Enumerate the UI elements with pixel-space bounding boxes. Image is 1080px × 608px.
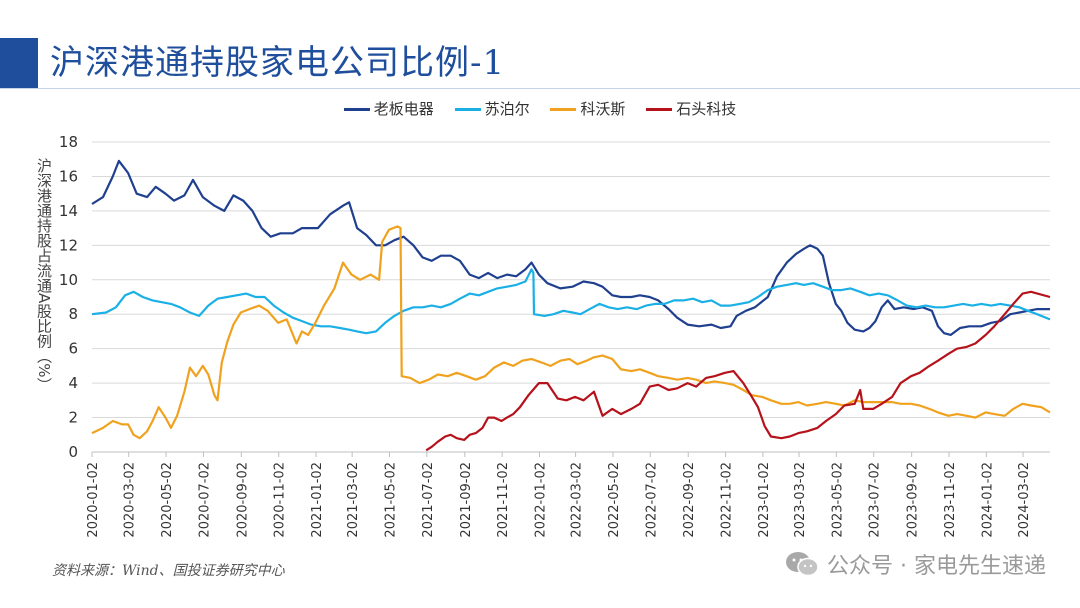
x-tick-label: 2022-03-02	[570, 462, 585, 538]
x-tick-label: 2024-01-02	[980, 462, 995, 538]
page-title: 沪深港通持股家电公司比例-1	[50, 43, 506, 83]
legend-label-laoban: 老板电器	[373, 100, 434, 118]
title-accent-bar	[0, 38, 38, 88]
x-tick-label: 2023-07-02	[868, 462, 883, 538]
y-tick-label: 14	[59, 202, 78, 220]
grid-lines	[92, 141, 1050, 419]
legend-swatch-roborock	[646, 108, 673, 111]
y-axis-label: 沪深港通持股占流通A股比例（%）	[35, 158, 53, 393]
series-line-supor	[91, 268, 1051, 335]
y-tick-label: 10	[59, 271, 78, 289]
x-tick-label: 2020-05-02	[160, 462, 175, 538]
chart-legend: 老板电器 苏泊尔 科沃斯 石头科技	[0, 98, 1080, 119]
legend-item-ecovacs: 科沃斯	[550, 98, 625, 119]
x-tick-labels: 2020-01-02 2020-03-02 2020-05-02 2020-07-02…	[86, 452, 1032, 538]
watermark-text: 公众号 · 家电先生速递	[827, 554, 1046, 579]
y-tick-label: 12	[59, 236, 78, 254]
x-tick-label: 2023-09-02	[906, 462, 921, 538]
legend-label-supor: 苏泊尔	[484, 100, 530, 118]
series-lines	[91, 159, 1051, 452]
x-tick-label: 2023-11-02	[943, 462, 958, 538]
x-tick-label: 2022-01-02	[533, 462, 548, 538]
series-line-ecovacs	[91, 225, 1051, 440]
x-tick-label: 2022-11-02	[720, 462, 735, 538]
x-tick-label: 2022-09-02	[682, 462, 697, 538]
y-tick-labels: 0 2 4 6 8 10 12 14 16 18	[59, 133, 78, 461]
x-tick-label: 2020-01-02	[86, 462, 101, 538]
y-tick-label: 18	[59, 133, 78, 151]
legend-item-roborock: 石头科技	[646, 98, 736, 119]
y-tick-label: 0	[68, 443, 78, 461]
series-line-roborock	[425, 290, 1051, 452]
x-tick-label: 2023-05-02	[830, 462, 845, 538]
x-tick-label: 2023-01-02	[757, 462, 772, 538]
x-tick-label: 2020-07-02	[197, 462, 212, 538]
x-tick-label: 2022-07-02	[644, 462, 659, 538]
legend-swatch-ecovacs	[550, 108, 577, 111]
legend-item-laoban: 老板电器	[343, 98, 434, 119]
wechat-icon	[786, 552, 819, 577]
x-tick-label: 2020-09-02	[235, 462, 250, 538]
legend-swatch-laoban	[343, 108, 370, 111]
y-tick-label: 8	[68, 305, 78, 323]
legend-swatch-supor	[454, 108, 481, 111]
legend-label-roborock: 石头科技	[676, 100, 737, 118]
x-tick-label: 2020-03-02	[123, 462, 138, 538]
x-tick-label: 2024-03-02	[1017, 462, 1032, 538]
x-tick-label: 2021-09-02	[459, 462, 474, 538]
y-tick-label: 16	[59, 167, 78, 185]
x-tick-label: 2021-05-02	[384, 462, 399, 538]
source-note: 资料来源：Wind、国投证券研究中心	[52, 563, 285, 579]
x-tick-label: 2021-03-02	[346, 462, 361, 538]
y-tick-label: 4	[68, 374, 78, 392]
x-tick-label: 2020-11-02	[273, 462, 288, 538]
series-line-laoban	[91, 159, 1050, 336]
x-tick-label: 2021-11-02	[496, 462, 511, 538]
x-tick-label: 2022-05-02	[607, 462, 622, 538]
watermark: 公众号 · 家电先生速递	[785, 548, 1046, 580]
y-tick-label: 6	[68, 340, 78, 358]
title-divider	[0, 88, 1080, 89]
legend-item-supor: 苏泊尔	[454, 98, 530, 119]
x-tick-label: 2021-07-02	[421, 462, 436, 538]
x-tick-label: 2021-01-02	[310, 462, 325, 538]
y-tick-label: 2	[68, 409, 78, 427]
x-tick-label: 2023-03-02	[793, 462, 808, 538]
legend-label-ecovacs: 科沃斯	[580, 100, 626, 118]
